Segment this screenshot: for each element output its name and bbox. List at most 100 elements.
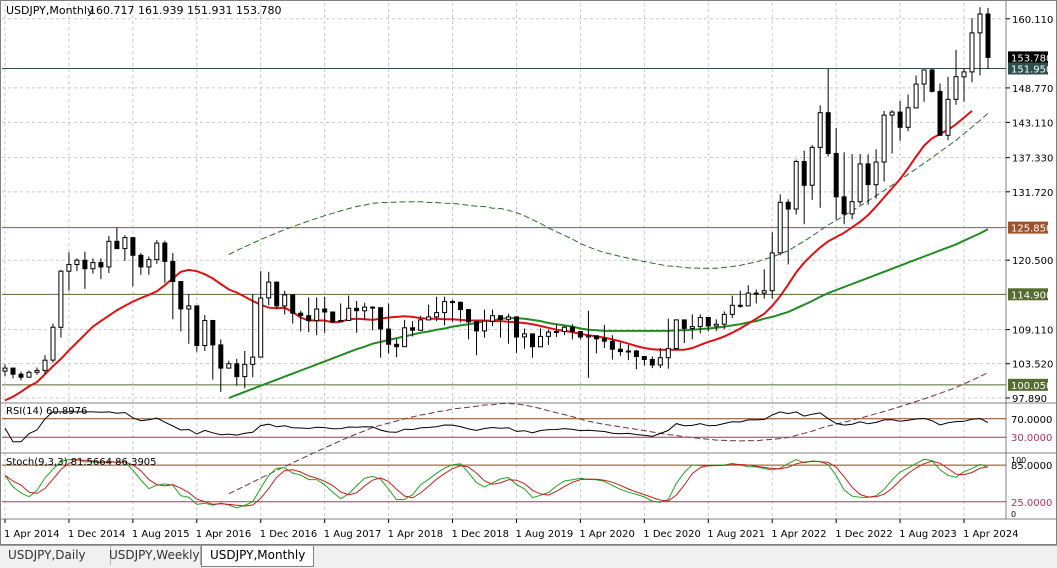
candle-down [322,308,328,313]
candle-up [250,356,256,365]
candle-up [58,270,64,328]
candle-down [394,343,400,348]
candle-down [386,328,392,345]
tab-weekly[interactable]: USDJPY,Weekly [101,546,201,565]
candle-up [426,316,432,321]
rsi-panel [2,411,1006,443]
candle-up [34,370,40,373]
rsi-tag-bg [1008,431,1048,444]
stoch-main-line [4,458,989,509]
candle-up [857,163,863,203]
candle-up [434,312,440,318]
moving-averages [4,110,989,402]
candle-up [913,83,919,109]
candle-up [753,292,759,295]
candle-up [90,262,96,270]
candle-down [681,319,687,329]
candle-up [282,294,288,307]
price-tick-label: 97.890 [1012,394,1047,405]
candle-up [961,71,967,78]
candle-down [617,348,623,353]
candle-up [522,333,527,338]
candle-up [881,114,887,163]
candle-up [42,359,48,372]
candle-up [729,304,735,315]
time-tick-label: 1 Dec 2014 [68,529,126,540]
rsi-tag: 30.0000 [1011,433,1052,444]
candle-up [969,32,975,73]
envelope-bands [228,112,989,495]
candle-up [490,315,495,322]
price-tag: 100.050 [1011,381,1052,392]
time-tick-label: 1 Dec 2018 [452,529,510,540]
candle-up [506,316,511,320]
candle-down [833,153,839,198]
time-tick-label: 1 Dec 2020 [643,529,701,540]
time-axis: 1 Apr 2014 1 Dec 2014 1 Aug 2015 1 Apr 2016… [4,519,1018,540]
price-tag-bg [1008,221,1048,234]
candle-up [697,317,703,328]
rsi-tag: 70.0000 [1011,415,1052,426]
candle-up [769,252,775,292]
candle-down [450,301,455,304]
candle-up [482,320,487,332]
candle-up [873,161,879,186]
candle-up [338,320,344,323]
candle-down [601,338,607,342]
candle-down [705,317,711,327]
stoch-tag: 25.0000 [1011,498,1052,509]
price-tick-label: 160.110 [1012,15,1053,26]
candle-down [306,315,312,322]
candle-up [777,201,783,254]
candle-down [162,242,168,262]
candle-up [849,201,855,215]
candle-up [905,107,911,128]
rsi-line [4,411,989,443]
time-tick-label: 1 Dec 2022 [835,529,893,540]
candle-up [538,335,543,348]
candle-up [226,363,232,369]
candle-up [146,259,152,268]
candle-down [785,201,791,210]
candle-up [809,146,815,186]
price-tick-label: 148.770 [1012,84,1053,95]
candle-down [865,163,871,186]
candle-up [689,326,695,329]
tab-daily[interactable]: USDJPY,Daily [0,546,111,565]
price-chart[interactable]: 160.110 148.770 143.110 137.330 131.720 120.5… [0,0,1057,545]
time-tick-label: 1 Aug 2019 [516,529,574,540]
stoch-signal-line [4,459,989,507]
time-tick-label: 1 Apr 2022 [771,529,826,540]
price-tick-label: 103.520 [1012,360,1053,371]
candle-up [2,367,8,372]
candle-up [402,327,408,348]
candle-up [106,240,112,268]
time-tick-label: 1 Aug 2023 [899,529,957,540]
candle-up [793,161,799,210]
candle-down [18,373,24,378]
time-tick-label: 1 Aug 2017 [324,529,382,540]
candle-down [330,311,336,323]
candle-down [649,359,655,366]
candle-down [737,304,743,307]
candle-down [498,315,503,320]
candle-up [585,335,591,338]
upper-band [228,112,989,269]
candle-up [314,308,320,322]
rsi-label: RSI(14) 60.8976 [6,406,87,417]
candle-up [553,331,559,333]
candle-up [953,76,959,100]
time-tick-label: 1 Dec 2016 [260,529,318,540]
candle-up [26,371,32,378]
candle-up [50,326,56,361]
price-tick-label: 120.500 [1012,256,1053,267]
lower-band [228,371,989,495]
candle-down [897,111,903,128]
price-tick-label: 143.110 [1012,118,1053,129]
price-tag-bg [1008,288,1048,301]
candle-down [170,260,176,282]
candle-up [921,69,927,85]
tab-monthly[interactable]: USDJPY,Monthly [201,546,314,567]
candle-down [194,305,200,346]
fast-ma-line [4,110,973,402]
